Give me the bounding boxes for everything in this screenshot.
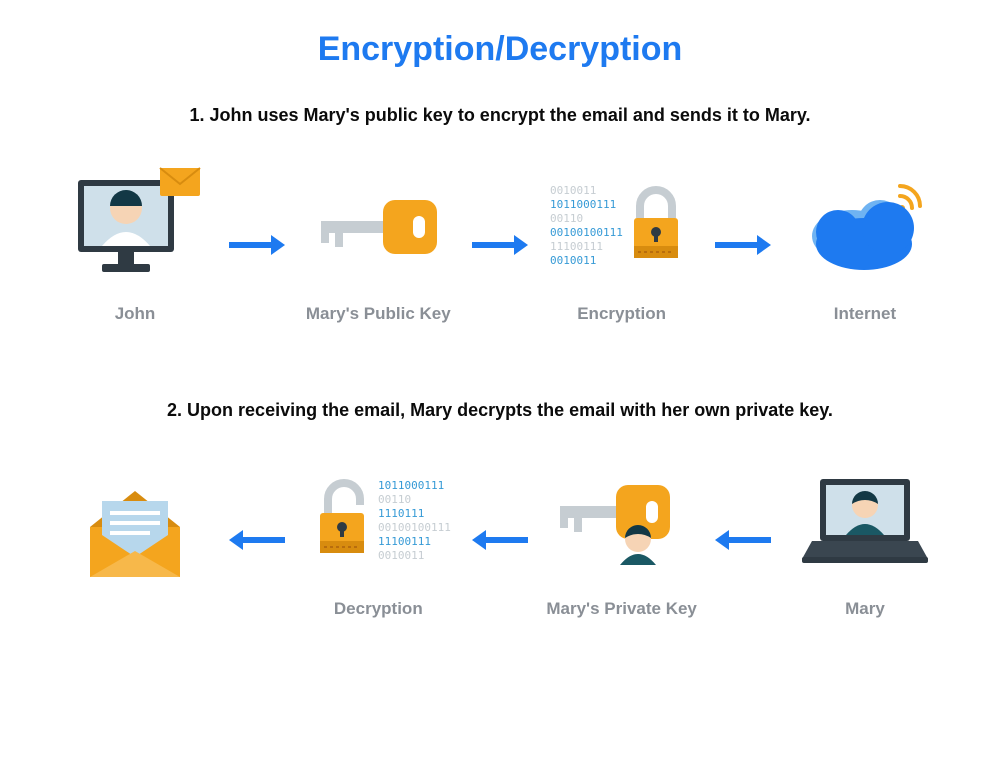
svg-text:1011000111: 1011000111 [550,198,616,211]
arrow-right-icon [227,185,287,305]
svg-text:11100111: 11100111 [550,240,603,253]
arrow-left-icon [713,480,773,600]
cloud-icon [790,166,940,286]
node-private-key: Mary's Private Key [537,461,707,619]
john-icon [60,166,210,286]
arrow-right-icon [713,185,773,305]
svg-text:0010011: 0010011 [550,184,596,197]
arrow-right-icon [470,185,530,305]
step1-text: 1. John uses Mary's public key to encryp… [40,105,960,126]
node-internet: Internet [780,166,950,324]
row2-flow: 1011000111 00110 1110111 00100100111 111… [50,461,950,619]
svg-text:1011000111: 1011000111 [378,479,444,492]
public-key-label: Mary's Public Key [306,304,451,324]
node-john: John [50,166,220,324]
private-key-icon [542,461,702,581]
mary-icon [790,461,940,581]
encryption-icon: 0010011 1011000111 00110 00100100111 111… [542,166,702,286]
row1-flow: John Mary's Public Key [50,166,950,324]
mary-label: Mary [845,599,885,619]
node-plaintext [50,471,220,609]
private-key-label: Mary's Private Key [546,599,697,619]
svg-text:11100111: 11100111 [378,535,431,548]
svg-text:00110: 00110 [550,212,583,225]
john-label: John [115,304,156,324]
svg-text:1110111: 1110111 [378,507,424,520]
internet-label: Internet [834,304,896,324]
decryption-icon: 1011000111 00110 1110111 00100100111 111… [298,461,458,581]
arrow-left-icon [227,480,287,600]
encryption-label: Encryption [577,304,666,324]
decryption-label: Decryption [334,599,423,619]
svg-text:00110: 00110 [378,493,411,506]
node-encryption: 0010011 1011000111 00110 00100100111 111… [537,166,707,324]
node-public-key: Mary's Public Key [293,166,463,324]
node-mary: Mary [780,461,950,619]
svg-text:00100100111: 00100100111 [550,226,623,239]
open-envelope-icon [60,471,210,591]
svg-text:00100100111: 00100100111 [378,521,451,534]
page-title: Encryption/Decryption [40,30,960,69]
svg-text:0010011: 0010011 [550,254,596,267]
key-icon [303,166,453,286]
svg-text:0010011: 0010011 [378,549,424,562]
arrow-left-icon [470,480,530,600]
node-decryption: 1011000111 00110 1110111 00100100111 111… [293,461,463,619]
step2-text: 2. Upon receiving the email, Mary decryp… [40,400,960,421]
